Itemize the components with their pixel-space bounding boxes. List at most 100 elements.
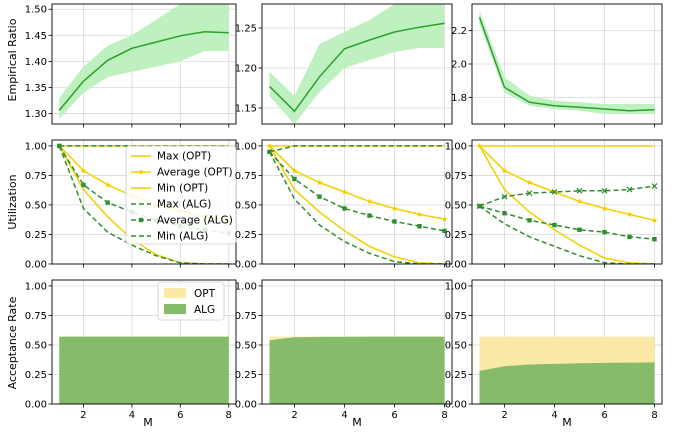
x-tick-label: 6 — [177, 410, 183, 421]
panel-ratio-3: 1.8 2.0 2.2 — [451, 3, 663, 128]
data-point — [391, 205, 398, 212]
x-tick-label: 6 — [391, 410, 397, 421]
data-point — [576, 198, 583, 204]
legend-swatch — [164, 304, 186, 314]
data-point — [527, 218, 532, 223]
x-tick-label: 2 — [291, 410, 297, 421]
axes-frame — [471, 279, 663, 405]
legend-label: Average (OPT) — [157, 167, 233, 179]
y-tick-label: 1.15 — [235, 104, 257, 115]
panel-util-3: 0.00 0.25 0.50 0.75 1.00 — [445, 139, 663, 271]
legend-marker — [138, 168, 144, 175]
data-point — [81, 182, 86, 188]
y-tick-label: 1.40 — [25, 57, 47, 68]
series-line-max-alg — [269, 145, 445, 153]
plot-area — [266, 142, 448, 264]
series-line-min-opt — [268, 145, 445, 264]
data-point — [626, 211, 633, 217]
plot-area — [479, 336, 655, 404]
data-point — [392, 219, 397, 224]
y-tick-label: 0.75 — [25, 171, 47, 182]
x-tick-label: 4 — [551, 410, 557, 421]
y-tick-label: 0.25 — [445, 370, 467, 381]
data-point — [601, 205, 608, 212]
series-line-min-alg — [479, 205, 655, 264]
row-label-acceptance-rate: Acceptance Rate — [6, 296, 19, 389]
x-tick-label: 6 — [601, 410, 607, 421]
data-point — [501, 193, 508, 200]
data-point — [367, 213, 372, 218]
y-tick-label: 1.00 — [235, 281, 257, 292]
row-label-empirical-ratio: Empirical Ratio — [6, 18, 19, 101]
data-point — [502, 211, 507, 216]
y-tick-label: 0.25 — [25, 370, 47, 381]
data-point — [526, 190, 533, 197]
series-line — [478, 17, 655, 112]
x-tick-label: 8 — [651, 410, 657, 421]
series-line — [58, 30, 229, 111]
data-point — [576, 187, 583, 194]
plot-area — [268, 4, 445, 124]
confidence-band — [269, 4, 445, 124]
data-point — [57, 143, 62, 149]
y-tick-label: 1.20 — [235, 64, 257, 75]
y-tick-label: 0.50 — [445, 200, 467, 211]
legend-box — [125, 145, 237, 245]
data-point — [626, 186, 633, 193]
data-point — [602, 229, 607, 235]
axes-frame — [51, 3, 237, 125]
data-point — [291, 167, 298, 174]
y-tick-label: 0.75 — [445, 311, 467, 322]
data-point — [651, 217, 658, 223]
data-point — [104, 181, 111, 188]
y-tick-label: 2.0 — [451, 60, 467, 71]
data-point — [292, 176, 297, 182]
y-tick-label: 0.00 — [445, 400, 467, 411]
x-tick-label: 2 — [501, 410, 507, 421]
data-point — [416, 211, 423, 217]
y-tick-label: 0.25 — [235, 370, 257, 381]
confidence-band — [479, 10, 655, 115]
x-tick-label: 8 — [441, 410, 447, 421]
y-tick-label: 1.30 — [25, 109, 47, 120]
series-line-min-opt — [478, 145, 655, 264]
legend-label: OPT — [194, 288, 216, 300]
series-line-max-alg — [479, 185, 655, 207]
panel-accept-2: 0.00 0.25 0.50 0.75 1.00 2 4 6 8 — [235, 279, 453, 421]
axes-frame — [261, 139, 453, 265]
panel-util-1: 0.00 0.25 0.50 0.75 1.00 Max (OPT) Average (OP… — [25, 139, 237, 271]
data-point — [652, 237, 657, 242]
data-point — [627, 234, 632, 240]
legend-label: Average (ALG) — [157, 215, 233, 227]
data-point — [552, 222, 557, 228]
series-line-average-opt — [478, 145, 655, 222]
panel-accept-3: 0.00 0.25 0.50 0.75 1.00 2 4 6 8 — [445, 279, 663, 421]
x-tick-label: 8 — [226, 410, 232, 421]
legend-label: Min (OPT) — [157, 183, 208, 195]
y-tick-label: 1.45 — [25, 31, 47, 42]
plot-area — [269, 336, 445, 404]
y-tick-label: 1.8 — [451, 93, 467, 104]
y-tick-label: 0.50 — [235, 200, 257, 211]
legend-label: Min (ALG) — [157, 231, 208, 243]
y-tick-label: 1.00 — [235, 141, 257, 152]
data-point — [80, 167, 87, 174]
y-tick-label: 1.00 — [445, 281, 467, 292]
y-tick-label: 0.75 — [25, 311, 47, 322]
panel-util-2: 0.00 0.25 0.50 0.75 1.00 — [235, 139, 453, 271]
legend-label: ALG — [194, 304, 215, 316]
data-point — [442, 228, 447, 234]
plot-area — [58, 4, 229, 119]
y-tick-label: 0.50 — [25, 200, 47, 211]
confidence-band — [59, 4, 229, 119]
data-point — [651, 183, 658, 189]
x-axis-label-col2: M — [352, 416, 362, 429]
y-tick-label: 0.25 — [445, 230, 467, 241]
axes-frame — [261, 3, 453, 125]
legend-label: Max (OPT) — [157, 151, 211, 163]
y-tick-label: 0.00 — [445, 260, 467, 271]
panel-ratio-2: 1.15 1.20 1.25 — [235, 3, 453, 128]
y-tick-label: 0.75 — [445, 171, 467, 182]
data-point — [577, 227, 582, 232]
